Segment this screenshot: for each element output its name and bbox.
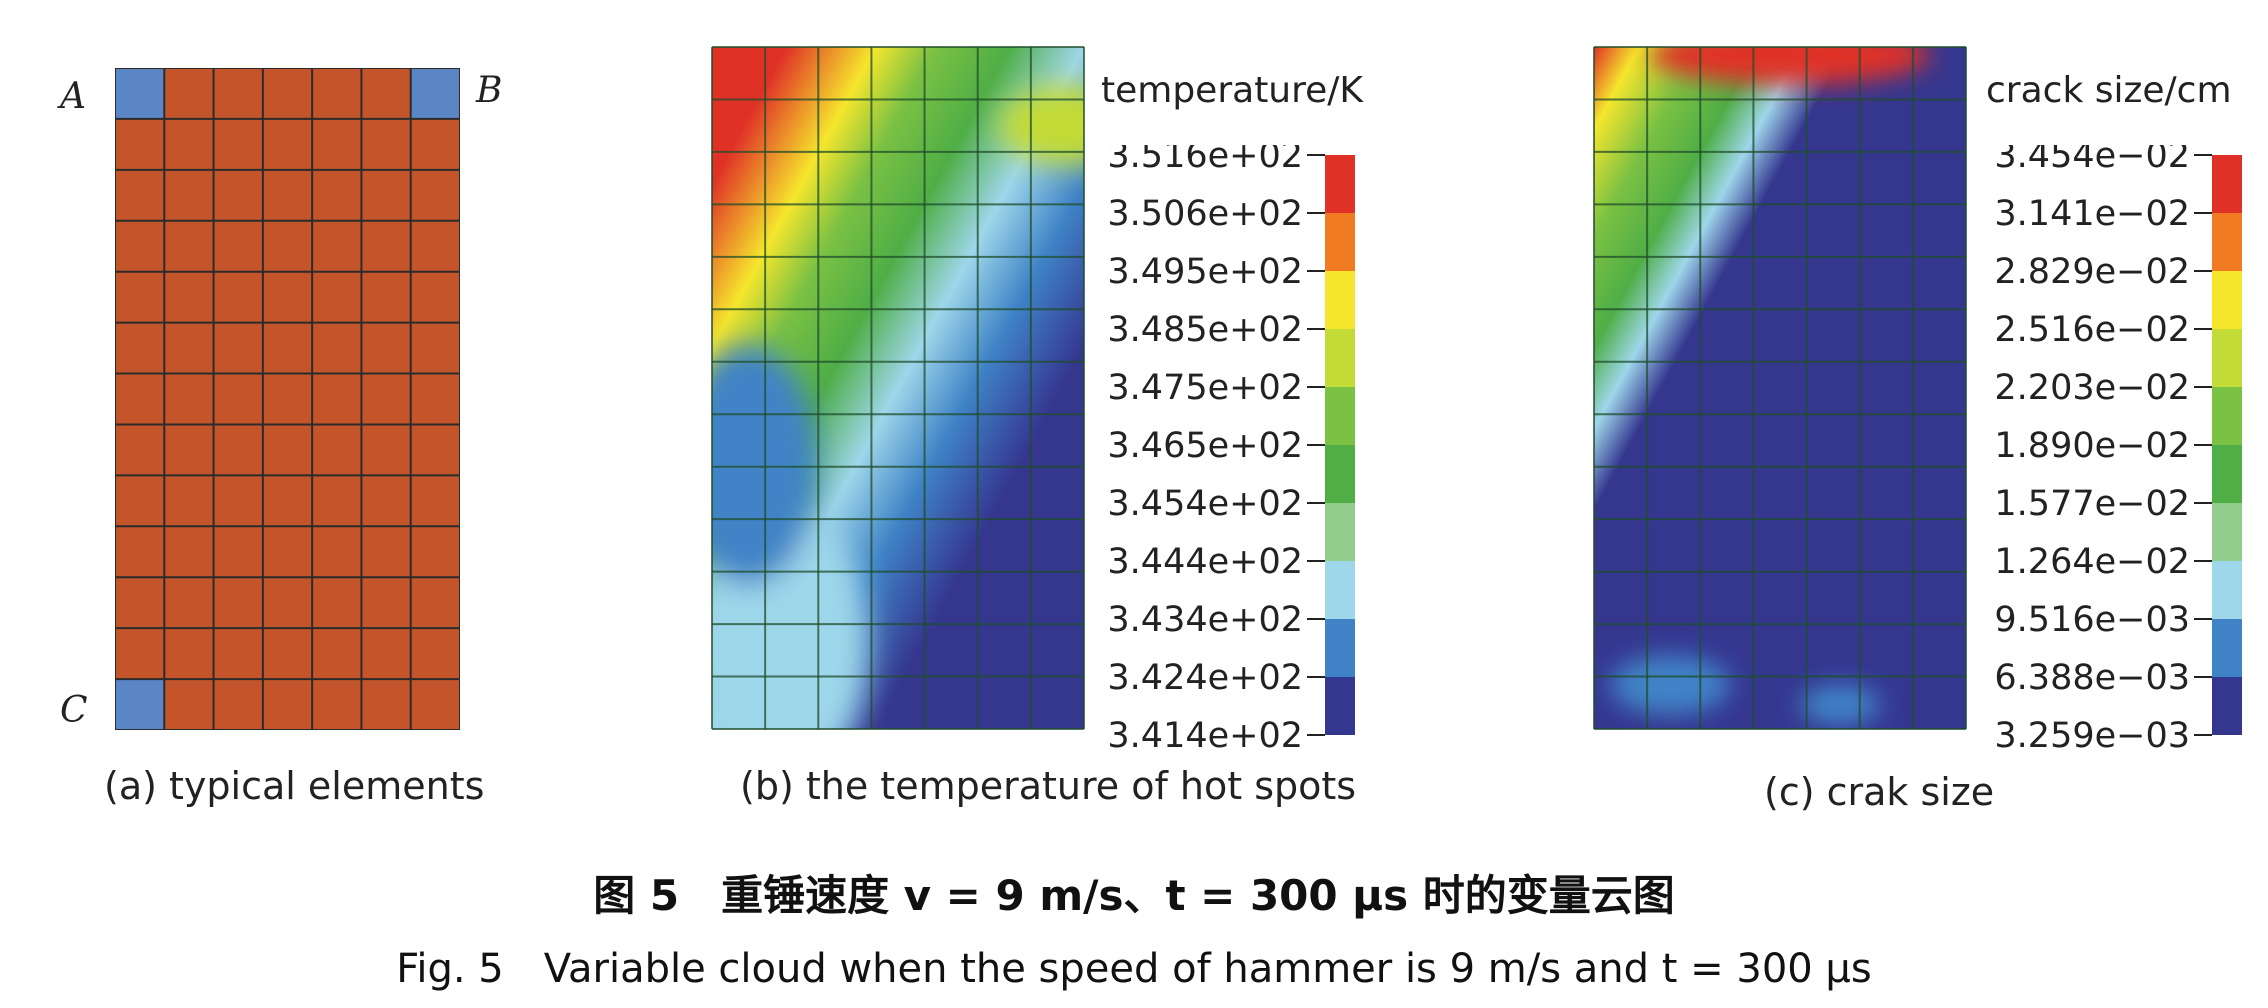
legend-tick-label: 2.203e−02 bbox=[1994, 368, 2190, 408]
highlight-element-c bbox=[115, 679, 165, 730]
temperature-legend-title: temperature/K bbox=[1101, 70, 1364, 111]
legend-tick-label: 2.516e−02 bbox=[1994, 310, 2190, 350]
contour-region bbox=[998, 85, 1084, 165]
colorbar-segment bbox=[2212, 329, 2242, 387]
legend-tick-label: 3.506e+02 bbox=[1107, 194, 1303, 234]
colorbar-segment bbox=[1325, 329, 1355, 387]
caption-b: (b) the temperature of hot spots bbox=[740, 764, 1357, 808]
legend-tick-label: 3.495e+02 bbox=[1107, 252, 1303, 292]
label-a: A bbox=[60, 76, 86, 117]
colorbar-segment bbox=[2212, 213, 2242, 271]
highlight-element-a bbox=[115, 68, 165, 119]
colorbar-segment bbox=[1325, 271, 1355, 329]
legend-tick-label: 3.434e+02 bbox=[1107, 600, 1303, 640]
contour-field bbox=[1594, 47, 1966, 729]
legend-tick-label: 9.516e−03 bbox=[1994, 600, 2190, 640]
colorbar-segment bbox=[1325, 155, 1355, 213]
caption-a: (a) typical elements bbox=[104, 764, 485, 808]
legend-tick-label: 3.141e−02 bbox=[1994, 194, 2190, 234]
colorbar-segment bbox=[2212, 561, 2242, 619]
legend-tick-label: 3.485e+02 bbox=[1107, 310, 1303, 350]
legend-tick-label: 3.259e−03 bbox=[1994, 716, 2190, 755]
colorbar-segment bbox=[1325, 503, 1355, 561]
temperature-legend: 3.516e+02 3.506e+02 3.495e+02 3.485e+02 3.47… bbox=[1107, 145, 1355, 755]
figure-caption-en: Fig. 5 Variable cloud when the speed of … bbox=[396, 946, 1872, 992]
contour-region bbox=[1800, 685, 1880, 725]
legend-tick-label: 1.264e−02 bbox=[1994, 542, 2190, 582]
contour-region bbox=[1610, 655, 1730, 715]
colorbar-segment bbox=[1325, 677, 1355, 735]
label-c: C bbox=[60, 690, 88, 731]
colorbar-segment bbox=[1325, 213, 1355, 271]
highlight-element-b bbox=[410, 68, 460, 119]
legend-tick-label: 3.465e+02 bbox=[1107, 426, 1303, 466]
legend-tick-label: 3.414e+02 bbox=[1107, 716, 1303, 755]
legend-tick-label: 3.454e−02 bbox=[1994, 145, 2190, 176]
figure-caption-zh: 图 5 重锤速度 v = 9 m/s、t = 300 μs 时的变量云图 bbox=[593, 871, 1675, 920]
colorbar-segment bbox=[2212, 445, 2242, 503]
colorbar-segment bbox=[2212, 677, 2242, 735]
colorbar-segment bbox=[1325, 561, 1355, 619]
crack-size-legend-title: crack size/cm bbox=[1986, 70, 2232, 111]
colorbar-segment bbox=[2212, 271, 2242, 329]
crack-size-contour bbox=[1593, 46, 1967, 730]
colorbar-segment bbox=[1325, 619, 1355, 677]
legend-tick-label: 3.444e+02 bbox=[1107, 542, 1303, 582]
legend-tick-label: 2.829e−02 bbox=[1994, 252, 2190, 292]
legend-tick-label: 3.516e+02 bbox=[1107, 145, 1303, 176]
legend-tick-label: 1.577e−02 bbox=[1994, 484, 2190, 524]
colorbar-segment bbox=[2212, 155, 2242, 213]
legend-tick-label: 6.388e−03 bbox=[1994, 658, 2190, 698]
label-b: B bbox=[476, 70, 503, 111]
colorbar-segment bbox=[2212, 387, 2242, 445]
typical-elements-mesh bbox=[115, 68, 460, 730]
colorbar-segment bbox=[2212, 503, 2242, 561]
colorbar-segment bbox=[1325, 387, 1355, 445]
mesh-background bbox=[115, 68, 460, 730]
colorbar-segment bbox=[2212, 619, 2242, 677]
crack-size-legend: 3.454e−02 3.141e−02 2.829e−02 2.516e−02 2.20… bbox=[1994, 145, 2242, 755]
colorbar-segment bbox=[1325, 445, 1355, 503]
legend-tick-label: 1.890e−02 bbox=[1994, 426, 2190, 466]
legend-tick-label: 3.454e+02 bbox=[1107, 484, 1303, 524]
temperature-contour bbox=[711, 46, 1085, 730]
legend-tick-label: 3.424e+02 bbox=[1107, 658, 1303, 698]
caption-c: (c) crak size bbox=[1764, 770, 1995, 814]
legend-tick-label: 3.475e+02 bbox=[1107, 368, 1303, 408]
